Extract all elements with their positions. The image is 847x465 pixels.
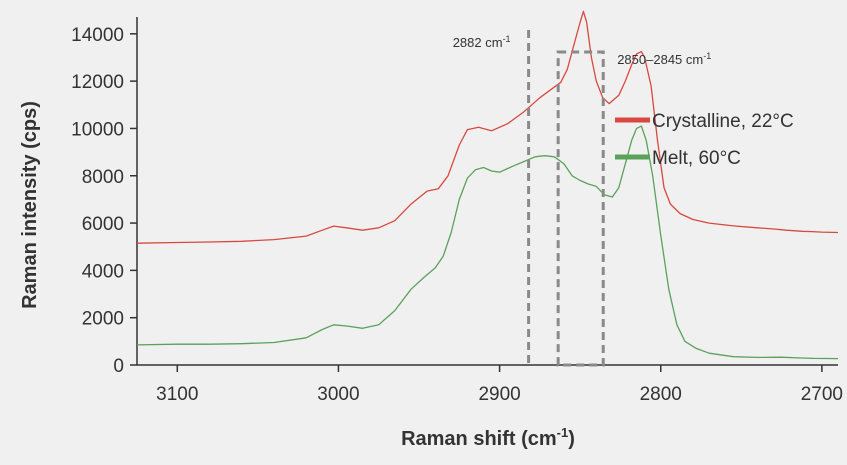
legend-label-melt: Melt, 60°C — [652, 148, 741, 169]
legend-label-crystalline: Crystalline, 22°C — [652, 111, 794, 132]
x-tick-label: 3000 — [317, 384, 359, 405]
x-ticks: 3100 3000 2900 2800 2700 — [156, 365, 843, 405]
y-tick-label: 12000 — [71, 72, 124, 93]
legend: Crystalline, 22°C Melt, 60°C — [615, 111, 794, 169]
series-line-crystalline — [136, 10, 839, 244]
x-tick-label: 2900 — [478, 384, 520, 405]
annotation-group: 2882 cm-1 2850–2845 cm-1 — [453, 30, 711, 367]
annotation-label-2850-2845: 2850–2845 cm-1 — [617, 51, 711, 67]
y-tick-label: 0 — [113, 356, 124, 377]
x-tick-label: 2700 — [801, 384, 843, 405]
y-tick-label: 6000 — [82, 214, 124, 235]
y-tick-label: 2000 — [82, 309, 124, 330]
x-axis-label: Raman shift (cm-1) — [401, 425, 575, 450]
y-tick-label: 10000 — [71, 119, 124, 140]
annotation-label-2882: 2882 cm-1 — [453, 34, 511, 50]
y-axis-label: Raman intensity (cps) — [19, 101, 41, 309]
series-group — [136, 10, 839, 360]
y-tick-label: 14000 — [71, 25, 124, 46]
y-ticks: 0 2000 4000 6000 8000 10000 12000 14000 — [71, 25, 137, 377]
x-axis-label-main: Raman shift (cm — [401, 428, 557, 450]
y-tick-label: 4000 — [82, 261, 124, 282]
x-tick-label: 2800 — [640, 384, 682, 405]
series-line-melt — [136, 125, 839, 360]
annotation-box-2850-2845 — [556, 50, 605, 367]
x-tick-label: 3100 — [156, 384, 198, 405]
y-tick-label: 8000 — [82, 167, 124, 188]
x-axis-label-tail: ) — [568, 428, 575, 450]
x-axis-label-sup: -1 — [557, 425, 569, 440]
axes-group — [136, 17, 838, 366]
